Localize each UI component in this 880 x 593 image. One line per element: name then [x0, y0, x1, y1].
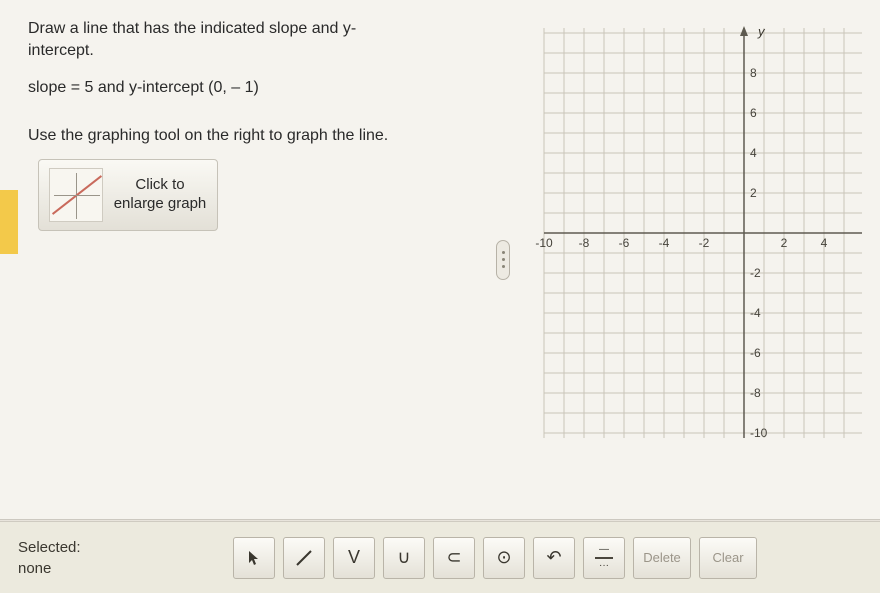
fraction-icon: —··· — [595, 545, 613, 571]
svg-text:2: 2 — [750, 186, 757, 200]
svg-text:-2: -2 — [699, 236, 710, 250]
svg-text:2: 2 — [781, 236, 788, 250]
fraction-tool-button[interactable]: —··· — [583, 537, 625, 579]
selected-label: Selected: — [18, 537, 233, 558]
svg-text:-2: -2 — [750, 266, 761, 280]
equation-text: slope = 5 and y-intercept (0, – 1) — [28, 79, 472, 97]
pointer-tool-button[interactable] — [233, 537, 275, 579]
pointer-icon — [246, 550, 262, 566]
svg-text:4: 4 — [750, 146, 757, 160]
v-tool-button[interactable]: V — [333, 537, 375, 579]
svg-text:-6: -6 — [750, 346, 761, 360]
svg-text:-8: -8 — [750, 386, 761, 400]
svg-text:-4: -4 — [659, 236, 670, 250]
grid-svg: -10 -8 -6 -4 -2 2 4 8 6 4 2 -2 -4 -6 -8 -10 y — [534, 18, 864, 448]
undo-button[interactable]: ↶ — [533, 537, 575, 579]
selection-status: Selected: none — [18, 537, 233, 579]
svg-text:-8: -8 — [579, 236, 590, 250]
union-tool-button[interactable]: ∪ — [383, 537, 425, 579]
instruction-text-2: Use the graphing tool on the right to gr… — [28, 127, 472, 145]
svg-text:y: y — [757, 24, 766, 39]
line-icon — [293, 547, 315, 569]
clear-button[interactable]: Clear — [699, 537, 757, 579]
svg-text:8: 8 — [750, 66, 757, 80]
graph-thumbnail-icon — [49, 168, 103, 222]
svg-text:-10: -10 — [750, 426, 768, 440]
svg-text:-10: -10 — [535, 236, 553, 250]
delete-button[interactable]: Delete — [633, 537, 691, 579]
enlarge-label: Click to enlarge graph — [113, 176, 207, 214]
subset-tool-button[interactable]: ⊂ — [433, 537, 475, 579]
toolbar: Selected: none V ∪ ⊂ ⊙ ↶ —··· Delete Cle… — [0, 521, 880, 593]
tool-button-row: V ∪ ⊂ ⊙ ↶ —··· Delete Clear — [233, 537, 757, 579]
question-panel: Draw a line that has the indicated slope… — [0, 0, 490, 519]
line-tool-button[interactable] — [283, 537, 325, 579]
graph-panel: -10 -8 -6 -4 -2 2 4 8 6 4 2 -2 -4 -6 -8 -10 y — [516, 0, 880, 519]
workspace: Draw a line that has the indicated slope… — [0, 0, 880, 520]
svg-text:-6: -6 — [619, 236, 630, 250]
coordinate-grid[interactable]: -10 -8 -6 -4 -2 2 4 8 6 4 2 -2 -4 -6 -8 -10 y — [534, 18, 864, 448]
panel-resize-handle[interactable] — [490, 0, 516, 519]
enlarge-graph-button[interactable]: Click to enlarge graph — [38, 159, 218, 231]
selected-value: none — [18, 558, 233, 579]
side-marker — [0, 190, 18, 254]
circle-tool-button[interactable]: ⊙ — [483, 537, 525, 579]
svg-text:6: 6 — [750, 106, 757, 120]
drag-handle-icon — [496, 240, 510, 280]
instruction-text-1: Draw a line that has the indicated slope… — [28, 18, 368, 61]
svg-text:-4: -4 — [750, 306, 761, 320]
svg-text:4: 4 — [821, 236, 828, 250]
